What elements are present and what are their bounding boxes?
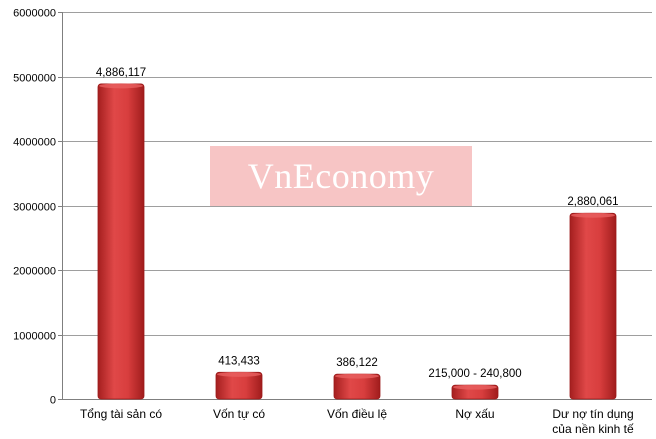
y-tick-label: 1000000 [13,331,56,343]
category-label: Dư nợ tín dụng [552,407,633,421]
data-label: 4,886,117 [96,67,146,79]
y-tick-label: 6000000 [13,8,56,20]
bar-cap [453,384,497,390]
axes: 0 1000000 2000000 3000000 4000000 5000000 6000… [13,8,652,407]
category-label: Vốn tự có [213,407,265,421]
data-label: 215,000 - 240,800 [428,368,521,380]
y-tick-label: 2000000 [13,266,56,278]
data-labels: 4,886,117 413,433 386,122 215,000 - 240,800… [96,67,619,380]
watermark-text: VnEconomy [247,156,435,196]
category-label: Nợ xấu [455,407,494,421]
bar [569,212,617,400]
y-tick-label: 5000000 [13,73,56,85]
category-label: của nền kinh tế [552,422,634,436]
data-label: 413,433 [218,355,260,367]
category-label: Vốn điều lệ [327,407,387,421]
data-label: 2,880,061 [567,196,618,208]
gridlines [62,12,652,336]
bar [97,83,145,400]
bar-cap [99,83,143,89]
y-tick-label: 0 [50,395,56,407]
y-tick-label: 3000000 [13,202,56,214]
y-tick-label: 4000000 [13,137,56,149]
watermark-logo: VnEconomy [210,146,472,206]
bars [97,83,617,400]
bar-cap [335,373,379,379]
category-label: Tổng tài sản có [80,407,162,421]
bar-cap [571,212,615,218]
data-label: 386,122 [336,357,378,369]
category-labels: Tổng tài sản có Vốn tự có Vốn điều lệ Nợ xấ… [80,407,634,436]
bar-cap [217,371,261,377]
